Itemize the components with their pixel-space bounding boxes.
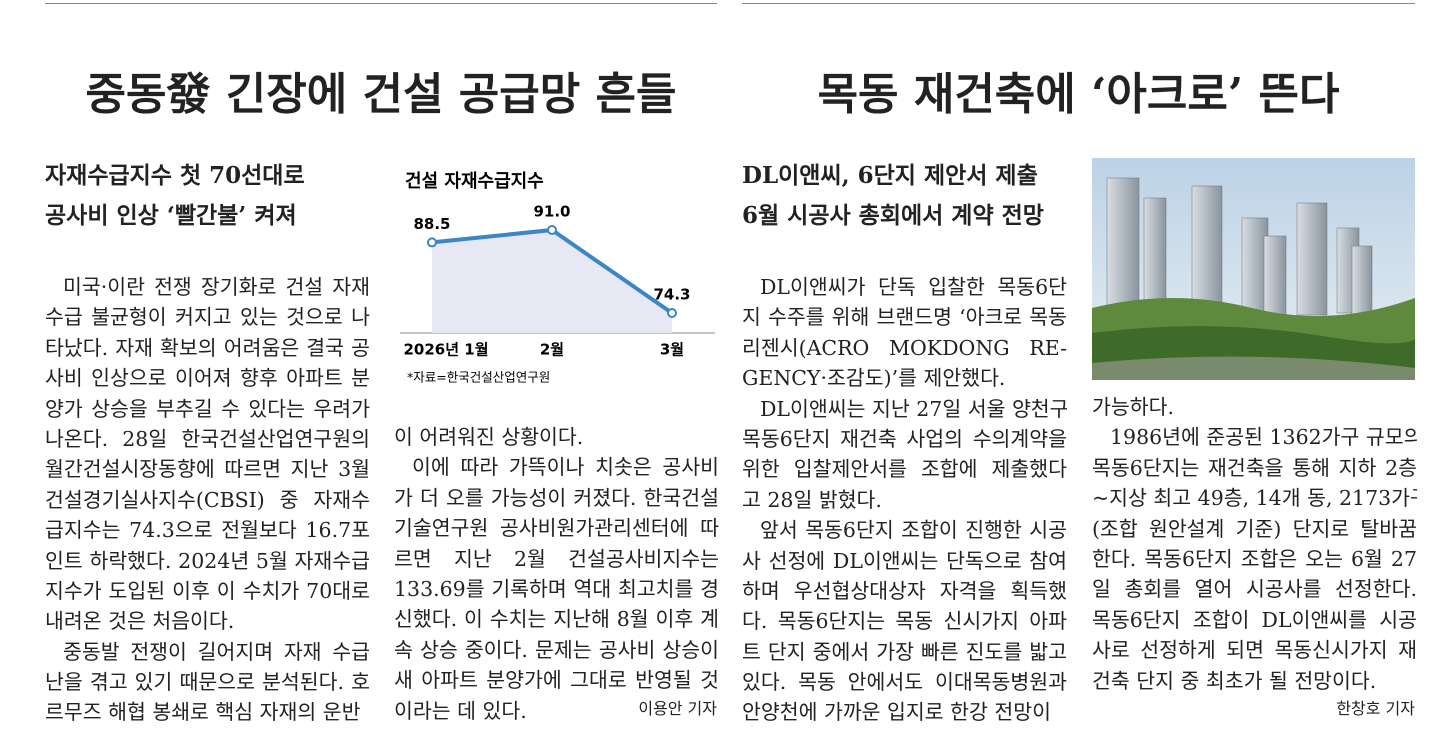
text-line: 1986년에 준공된 1362가구 규모의 [1110, 425, 1417, 450]
chart-title: 건설 자재수급지수 [405, 171, 544, 192]
text-line: 앞서 목동6단지 조합이 진행한 시공 [760, 518, 1067, 543]
text-line: 한다. 목동6단지 조합은 오는 6월 27 [1092, 546, 1417, 571]
text-line: 고 28일 밝혔다. [742, 487, 882, 512]
text-line: 중동발 전쟁이 길어지며 자재 수급 [63, 639, 370, 664]
text-line: DL이앤씨가 단독 입찰한 목동6단 [760, 275, 1067, 299]
marker [547, 225, 557, 235]
subtitle: 6월 시공사 총회에서 계약 전망 [742, 202, 1044, 229]
text-line: 신했다. 이 수치는 지난해 8월 이후 계 [394, 607, 719, 632]
text-line: 월간건설시장동향에 따르면 지난 3월 [45, 457, 370, 482]
headline: 목동 재건축에 ‘아크로’ 뜬다 [817, 69, 1340, 120]
value-label: 91.0 [533, 203, 570, 221]
marker [427, 237, 437, 248]
text-line: 새 아파트 분양가에 그대로 반영될 것 [394, 668, 719, 693]
text-line: 급지수는 74.3으로 전월보다 16.7포 [45, 518, 370, 543]
text-line: 건설경기실사지수(CBSI) 중 자재수 [45, 487, 370, 512]
text-line: 리젠시(ACRO MOKDONG RE- [742, 335, 1067, 360]
text-line: 인트 하락했다. 2024년 5월 자재수급 [45, 548, 370, 573]
marker [667, 308, 677, 318]
rule [742, 3, 1415, 4]
text-line: 사로 선정하게 되면 목동신시가지 재 [1092, 638, 1417, 663]
text-line: 목동6단지 조합이 DL이앤씨를 시공 [1092, 607, 1417, 632]
text-line: 양가 상승을 부추길 수 있다는 우려가 [45, 396, 370, 421]
chart: 건설 자재수급지수 *자료=한국건설산업연구원 88.5 91.0 74.3 2026… [400, 171, 715, 385]
text-line: 사 선정에 DL이앤씨는 단독으로 참여 [742, 548, 1067, 573]
text-line: 난을 겪고 있기 때문으로 분석된다. 호 [45, 670, 370, 695]
text-line: 건축 단지 중 최초가 될 전망이다. [1092, 668, 1377, 693]
text-line: 목동6단지는 재건축을 통해 지하 2층 [1092, 455, 1417, 480]
text-line: 가 더 오를 가능성이 커졌다. 한국건설 [394, 485, 719, 510]
text-line: 다. 목동6단지는 목동 신시가지 아파 [742, 609, 1067, 634]
text-line: 가능하다. [1092, 395, 1174, 419]
text-line: 지 수주를 위해 브랜드명 ‘아크로 목동 [742, 305, 1067, 330]
text-line: 안양천에 가까운 입지로 한강 전망이 [742, 700, 1051, 725]
text-line: 이라는 데 있다. [394, 698, 527, 723]
text-line: 기술연구원 공사비원가관리센터에 따 [394, 516, 719, 541]
subtitle: DL이앤씨, 6단지 제안서 제출 [742, 162, 1038, 189]
rendering-image [1092, 158, 1415, 380]
text-line: 하며 우선협상대상자 자격을 획득했 [742, 578, 1067, 603]
text-line: 사비 인상으로 이어져 향후 아파트 분 [45, 366, 370, 391]
text-line: ~지상 최고 49층, 14개 동, 2173가구 [1092, 486, 1417, 511]
text-line: 타났다. 자재 확보의 어려움은 결국 공 [45, 335, 370, 360]
area [432, 230, 672, 333]
text-line: 미국·이란 전쟁 장기화로 건설 자재 [63, 275, 370, 299]
text-line: 133.69를 기록하며 역대 최고치를 경 [394, 576, 719, 601]
subtitle: 자재수급지수 첫 70선대로 [45, 162, 305, 189]
text-line: (조합 원안설계 기준) 단지로 탈바꿈 [1092, 516, 1417, 541]
chart-source: *자료=한국건설산업연구원 [407, 370, 550, 385]
text-line: 일 총회를 열어 시공사를 선정한다. [1092, 577, 1417, 602]
text-line: 수급 불균형이 커지고 있는 것으로 나 [45, 305, 370, 330]
rule [45, 3, 717, 4]
text-line: 지수가 도입된 이후 이 수치가 70대로 [45, 578, 370, 603]
headline: 중동發 긴장에 건설 공급망 흔들 [85, 69, 677, 120]
text-line: 트 단지 중에서 가장 빠른 진도를 밟고 [742, 639, 1067, 664]
byline: 이용안 기자 [638, 699, 717, 718]
text-line: 있다. 목동 안에서도 이대목동병원과 [742, 670, 1067, 695]
text-line: GENCY·조감도)’를 제안했다. [742, 366, 1006, 391]
x-tick-label: 2026년 1월 [403, 341, 488, 359]
text-line: 이에 따라 가뜩이나 치솟은 공사비 [412, 455, 719, 480]
subtitle: 공사비 인상 ‘빨간불’ 켜져 [45, 202, 297, 229]
text-line: 르무즈 해협 봉쇄로 핵심 자재의 운반 [45, 700, 361, 725]
x-tick-label: 3월 [660, 341, 684, 359]
x-tick-label: 2월 [540, 341, 564, 359]
text-line: 르면 지난 2월 건설공사비지수는 [394, 546, 719, 571]
value-label: 88.5 [413, 215, 450, 233]
text-line: 위한 입찰제안서를 조합에 제출했다 [742, 457, 1067, 482]
text-line: 이 어려워진 상황이다. [394, 425, 584, 449]
byline: 한창호 기자 [1336, 699, 1415, 718]
text-line: 속 상승 중이다. 문제는 공사비 상승이 [394, 637, 719, 662]
text-line: DL이앤씨는 지난 27일 서울 양천구 [760, 396, 1067, 421]
text-line: 내려온 것은 처음이다. [45, 609, 235, 634]
text-line: 나온다. 28일 한국건설산업연구원의 [45, 426, 370, 451]
value-label: 74.3 [653, 286, 690, 304]
text-line: 목동6단지 재건축 사업의 수의계약을 [742, 426, 1067, 451]
